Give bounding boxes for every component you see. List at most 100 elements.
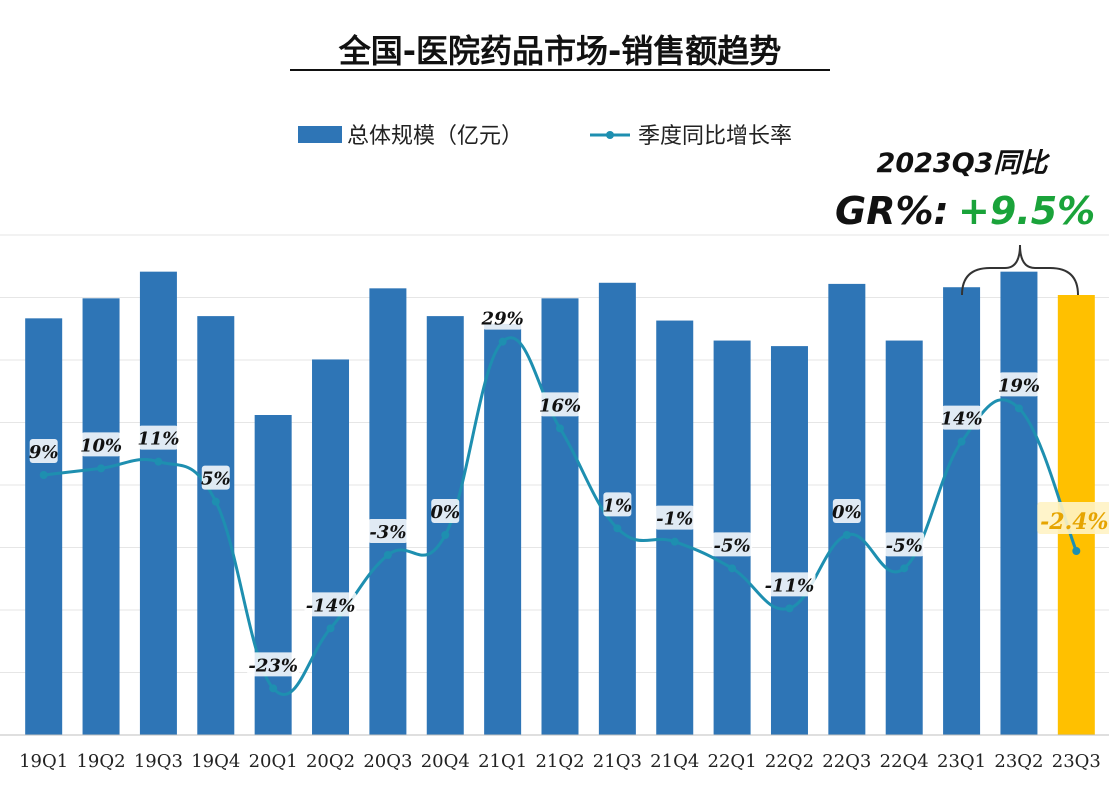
data-labels: 9% 10% 11% 5% -23% -14% -3% 0% 29% 16% 1% -1% -5% -11… <box>29 305 1109 677</box>
growth-point-21Q3 <box>613 524 622 533</box>
x-tick-23Q2: 23Q2 <box>994 751 1043 772</box>
growth-point-21Q1 <box>498 337 507 346</box>
data-label-19Q2: 10% <box>80 435 122 456</box>
data-label-bg <box>201 465 230 490</box>
data-label-bg <box>998 372 1039 397</box>
data-label-bg <box>247 652 300 677</box>
x-tick-22Q2: 22Q2 <box>765 751 814 772</box>
data-label-22Q2: -11% <box>765 575 815 596</box>
data-label-bg <box>1037 502 1109 534</box>
x-tick-21Q3: 21Q3 <box>593 751 642 772</box>
growth-point-22Q3 <box>842 531 851 539</box>
data-label-bg <box>81 432 122 457</box>
data-label-bg <box>654 505 695 530</box>
bar-22Q2 <box>770 346 808 735</box>
data-label-bg <box>884 532 925 557</box>
x-tick-20Q2: 20Q2 <box>306 751 355 772</box>
growth-point-20Q1 <box>269 684 278 693</box>
growth-point-20Q3 <box>383 551 392 559</box>
x-tick-19Q1: 19Q1 <box>19 751 68 772</box>
annotation-prefix: GR%: <box>835 189 949 233</box>
data-label-20Q1: -23% <box>248 655 298 676</box>
growth-point-19Q2 <box>97 464 106 473</box>
x-tick-23Q3: 23Q3 <box>1052 751 1101 772</box>
annotation-brace <box>961 244 1079 296</box>
growth-point-22Q1 <box>728 564 737 573</box>
x-tick-19Q3: 19Q3 <box>134 751 183 772</box>
growth-point-22Q4 <box>900 564 909 573</box>
data-label-bg <box>540 392 580 417</box>
data-label-21Q2: 16% <box>539 395 581 416</box>
bar-20Q3 <box>369 288 407 735</box>
legend-line-label: 季度同比增长率 <box>638 124 792 149</box>
data-label-19Q1: 9% <box>29 442 59 463</box>
bar-20Q1 <box>254 415 292 735</box>
data-label-20Q4: 0% <box>430 502 460 523</box>
bar-20Q2 <box>312 359 350 735</box>
data-label-bg <box>712 532 753 557</box>
growth-annotation: 2023Q3同比 GR%: +9.5% <box>835 148 1095 296</box>
data-label-bg <box>763 572 816 597</box>
x-tick-20Q3: 20Q3 <box>363 751 412 772</box>
data-label-22Q4: -5% <box>886 535 923 556</box>
x-tick-23Q1: 23Q1 <box>937 751 986 772</box>
data-label-21Q3: 1% <box>603 495 633 516</box>
growth-point-19Q1 <box>39 471 48 479</box>
data-label-bg <box>367 519 408 543</box>
legend-bar-swatch <box>298 126 342 143</box>
data-label-bg <box>431 499 460 523</box>
x-tick-21Q1: 21Q1 <box>478 751 527 772</box>
growth-point-21Q2 <box>556 424 564 433</box>
growth-point-19Q4 <box>211 497 220 506</box>
data-label-bg <box>29 439 58 463</box>
growth-point-23Q3 <box>1072 547 1081 555</box>
x-tick-22Q3: 22Q3 <box>822 751 871 772</box>
chart-title: 全国-医院药品市场-销售额趋势 <box>338 32 782 70</box>
x-tick-21Q4: 21Q4 <box>650 751 699 772</box>
growth-point-20Q2 <box>326 624 335 633</box>
bar-21Q2 <box>541 298 579 735</box>
legend-bar-label: 总体规模（亿元） <box>347 124 523 149</box>
data-label-20Q2: -14% <box>306 595 356 616</box>
data-label-23Q2: 19% <box>998 375 1040 396</box>
x-tick-22Q1: 22Q1 <box>708 751 757 772</box>
data-label-19Q3: 11% <box>137 429 179 450</box>
bar-19Q4 <box>197 316 235 735</box>
bar-19Q1 <box>25 318 63 735</box>
growth-point-23Q2 <box>1014 404 1023 413</box>
data-label-19Q4: 5% <box>201 469 231 490</box>
x-tick-21Q2: 21Q2 <box>535 751 584 772</box>
growth-point-23Q1 <box>957 437 966 446</box>
data-label-23Q3: -2.4% <box>1040 509 1108 535</box>
data-label-bg <box>304 592 357 617</box>
bar-19Q2 <box>82 298 120 735</box>
data-label-bg <box>138 425 179 450</box>
data-label-bg <box>482 305 523 330</box>
growth-point-21Q4 <box>670 537 679 546</box>
bar-23Q2 <box>1000 271 1038 735</box>
x-tick-22Q4: 22Q4 <box>880 751 929 772</box>
growth-point-20Q4 <box>441 531 450 539</box>
bar-20Q4 <box>426 316 464 735</box>
annotation-line1: 2023Q3同比 <box>877 148 1051 179</box>
data-label-bg <box>832 499 861 523</box>
x-axis-ticks: 19Q1 19Q2 19Q3 19Q4 20Q1 20Q2 20Q3 20Q4 21Q1 21Q2… <box>0 734 1109 772</box>
bar-series <box>25 271 1095 735</box>
data-label-20Q3: -3% <box>369 522 406 543</box>
x-tick-20Q4: 20Q4 <box>421 751 470 772</box>
data-label-23Q1: 14% <box>941 409 983 430</box>
x-tick-19Q2: 19Q2 <box>76 751 125 772</box>
data-label-22Q3: 0% <box>832 502 862 523</box>
bar-23Q1 <box>943 287 981 735</box>
growth-point-22Q2 <box>785 604 794 613</box>
data-label-21Q4: -1% <box>656 509 693 530</box>
growth-point-19Q3 <box>154 457 163 466</box>
data-label-22Q1: -5% <box>714 535 751 556</box>
data-label-21Q1: 29% <box>481 309 524 330</box>
legend: 总体规模（亿元） 季度同比增长率 <box>298 124 792 149</box>
bar-19Q3 <box>139 271 177 735</box>
x-tick-20Q1: 20Q1 <box>249 751 298 772</box>
data-label-bg <box>941 405 982 430</box>
legend-line-marker <box>606 131 614 139</box>
